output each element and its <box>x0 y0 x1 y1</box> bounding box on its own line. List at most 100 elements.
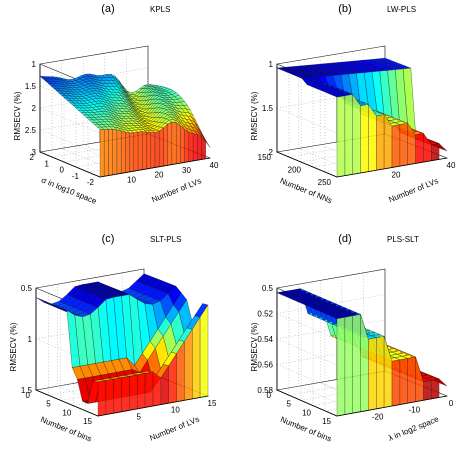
panel-letter: (c) <box>102 233 115 245</box>
x-tick-label: 5 <box>136 412 141 421</box>
gridline <box>300 380 410 401</box>
panel-title: KPLS <box>150 5 170 14</box>
z-tick-label: 2 <box>32 104 37 113</box>
gridline <box>39 133 149 153</box>
y-axis-line <box>39 151 101 178</box>
surface-skirt <box>163 123 168 167</box>
y-axis-line <box>35 389 99 417</box>
surface-skirt <box>146 131 151 170</box>
x-axis-label: Number of LVs <box>150 176 202 204</box>
surface-skirt <box>184 129 189 163</box>
surface-skirt <box>159 127 164 167</box>
gridline <box>35 268 145 289</box>
surface-skirt <box>352 93 361 175</box>
y-tick-label: 5 <box>287 400 292 409</box>
z-tick-label: 0.5 <box>262 284 274 293</box>
surface-skirt <box>431 378 440 400</box>
surface-skirt <box>423 132 432 163</box>
surface-skirt <box>423 380 432 401</box>
surface-skirt <box>99 129 105 178</box>
y-tick-label: 0 <box>267 391 272 400</box>
y-tick-label: -1 <box>72 172 80 181</box>
gridline <box>288 375 398 396</box>
y-tick-label: 2 <box>30 153 35 162</box>
z-tick-label: 3 <box>32 148 37 157</box>
z-tick-label: 1.5 <box>262 104 274 113</box>
y-tick-label: 0 <box>60 166 65 175</box>
x-axis-label: Number of LVs <box>387 176 439 204</box>
gridline <box>39 45 149 65</box>
x-tick-label: 40 <box>210 161 219 170</box>
x-tick-label: 10 <box>127 175 136 184</box>
panel-letter: (d) <box>338 233 351 245</box>
x-tick-label: 10 <box>171 406 180 415</box>
surface-skirt <box>336 317 346 417</box>
gridline <box>48 375 157 396</box>
surface-skirt <box>199 304 209 398</box>
gridline <box>276 45 386 65</box>
gridline <box>276 370 386 391</box>
gridline <box>60 380 170 401</box>
chart-panel-2: 1 1.5 2 20 40 150 200 250 RMSECV (%) Number of LV… <box>250 3 456 205</box>
y-tick-label: 1 <box>45 159 50 168</box>
x-axis-label: λ in log2 space <box>387 414 440 443</box>
z-axis-label: RMSECV (%) <box>13 91 22 140</box>
surface-skirt <box>113 377 122 414</box>
surface-skirt <box>399 358 408 405</box>
gridline <box>276 338 338 366</box>
surface-skirt <box>154 130 160 168</box>
surface-skirt <box>150 132 156 169</box>
z-tick-label: 1 <box>32 60 37 69</box>
z-axis-label: RMSECV (%) <box>250 322 259 371</box>
surface-skirt <box>116 129 122 175</box>
gridline <box>276 268 386 289</box>
surface-skirt <box>184 328 193 401</box>
surface-skirt <box>336 95 346 178</box>
z-axis-label: RMSECV (%) <box>9 322 18 371</box>
panel-letter: (a) <box>101 3 114 15</box>
surface-skirt <box>152 371 162 407</box>
surface-skirt <box>112 129 118 175</box>
surface-skirt <box>144 371 154 408</box>
z-tick-label: 1 <box>269 60 274 69</box>
surface-skirt <box>407 356 416 404</box>
gridline <box>35 338 99 366</box>
surface-skirt <box>188 131 194 162</box>
surface-skirt <box>133 131 139 172</box>
surface-skirt <box>121 376 130 412</box>
y-tick-label: -2 <box>87 178 95 187</box>
surface-skirt <box>180 125 185 164</box>
gridline <box>300 143 410 163</box>
y-tick-label: 250 <box>318 178 332 187</box>
y-axis-line <box>276 389 338 417</box>
surface-skirt <box>391 124 401 168</box>
panel-title: SLT-PLS <box>150 235 181 244</box>
gridline <box>276 313 338 340</box>
x-axis-line <box>99 157 211 178</box>
y-tick-label: 200 <box>288 166 302 175</box>
surface-skirt <box>391 359 401 407</box>
surface-skirt <box>360 104 369 174</box>
z-tick-label: 0.52 <box>257 310 273 319</box>
gridline <box>75 148 186 168</box>
gridline <box>39 129 101 156</box>
z-tick-label: 1.5 <box>25 82 37 91</box>
surface-skirt <box>197 134 202 161</box>
gridline <box>312 385 423 406</box>
surface-skirt <box>104 129 109 177</box>
surface-skirt <box>352 314 361 414</box>
y-axis-line <box>276 151 338 178</box>
x-tick-label: -20 <box>372 412 384 421</box>
z-tick-label: 1 <box>28 335 33 344</box>
panel-letter: (b) <box>338 3 351 15</box>
x-tick-label: 40 <box>447 161 456 170</box>
x-tick-label: 20 <box>392 171 401 180</box>
surface-skirt <box>171 121 177 165</box>
gridline <box>276 364 338 391</box>
x-tick-label: 20 <box>155 171 164 180</box>
surface-skirt <box>192 316 201 400</box>
surface-skirt <box>368 104 377 172</box>
surface-skirt <box>142 131 147 170</box>
